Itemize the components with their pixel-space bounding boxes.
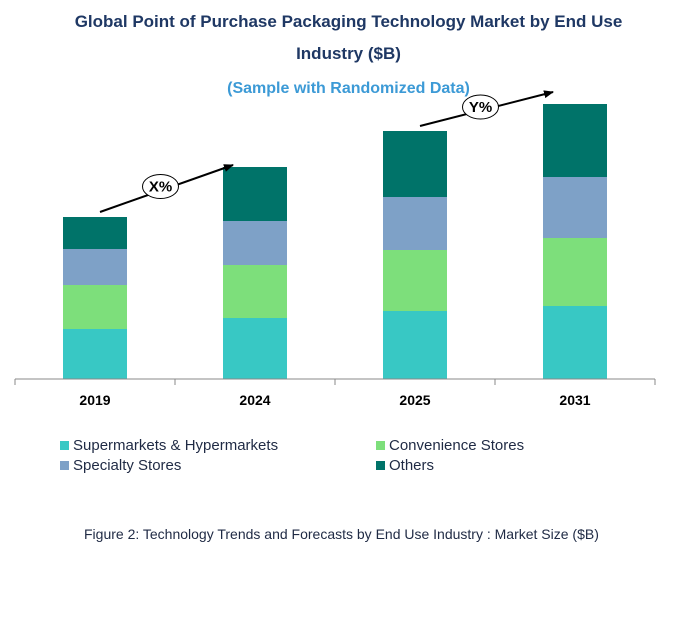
- legend-label: Supermarkets & Hypermarkets: [73, 437, 279, 454]
- x-tick-label: 2031: [559, 392, 590, 408]
- growth-label: Y%: [469, 99, 492, 116]
- bar-2025-specialty-stores: [383, 197, 447, 250]
- chart-title-line1: Global Point of Purchase Packaging Techn…: [74, 12, 623, 31]
- legend-label: Others: [389, 457, 435, 474]
- legend-swatch: [376, 461, 385, 470]
- bar-2019-others: [63, 217, 127, 249]
- legend-label: Convenience Stores: [389, 437, 525, 454]
- bar-2024-supermarkets-hypermarkets: [223, 318, 287, 379]
- growth-label-bubble: [462, 94, 499, 120]
- bar-2019-supermarkets-hypermarkets: [63, 329, 127, 379]
- bar-2024-others: [223, 167, 287, 221]
- bar-2025-convenience-stores: [383, 250, 447, 311]
- stacked-bar-chart: 2019 2024 2025 2031 X% Y%: [14, 90, 656, 408]
- bar-2019-convenience-stores: [63, 285, 127, 329]
- bar-2024-convenience-stores: [223, 265, 287, 318]
- legend-swatch: [60, 441, 69, 450]
- x-tick-label: 2025: [399, 392, 430, 408]
- legend-item-supermarkets: Supermarkets & Hypermarkets: [60, 437, 278, 454]
- x-tick-label: 2019: [79, 392, 110, 408]
- legend-label: Specialty Stores: [73, 457, 182, 474]
- bar-2025-supermarkets-hypermarkets: [383, 311, 447, 379]
- chart-subtitle: (Sample with Randomized Data): [227, 80, 470, 97]
- legend-item-others: Others: [376, 457, 434, 474]
- bar-2031-others: [543, 104, 607, 177]
- bar-2031-convenience-stores: [543, 238, 607, 306]
- legend-item-convenience: Convenience Stores: [376, 437, 524, 454]
- bar-2031-supermarkets-hypermarkets: [543, 306, 607, 379]
- bar-2025-others: [383, 131, 447, 197]
- x-tick-label: 2024: [239, 392, 270, 408]
- bar-2024-specialty-stores: [223, 221, 287, 265]
- legend-swatch: [60, 461, 69, 470]
- legend-item-specialty: Specialty Stores: [60, 457, 181, 474]
- growth-label: X%: [149, 179, 172, 196]
- figure-caption: Figure 2: Technology Trends and Forecast…: [84, 526, 599, 542]
- growth-label-bubble: [142, 174, 179, 199]
- bar-2031-specialty-stores: [543, 177, 607, 238]
- legend-swatch: [376, 441, 385, 450]
- bar-2019-specialty-stores: [63, 249, 127, 285]
- chart-title-line2: Industry ($B): [296, 44, 401, 63]
